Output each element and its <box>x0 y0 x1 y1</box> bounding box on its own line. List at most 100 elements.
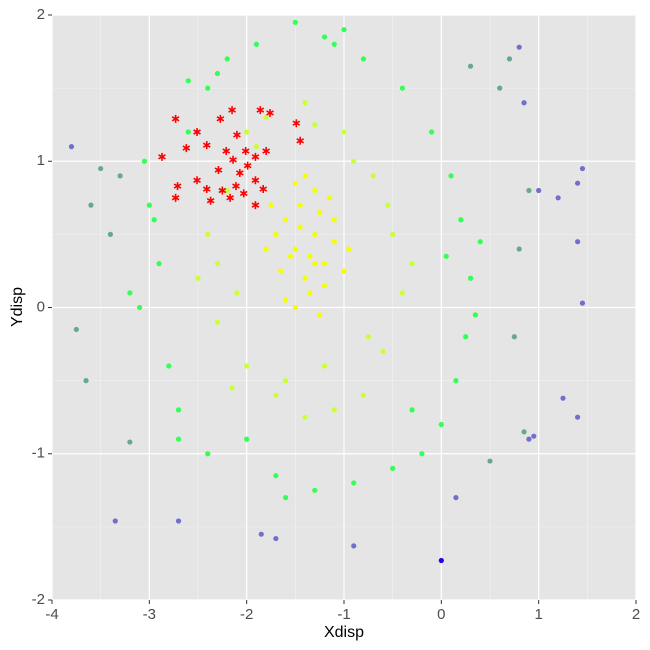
point <box>127 290 133 296</box>
point <box>302 414 308 420</box>
point <box>312 261 318 267</box>
point <box>487 458 493 464</box>
point <box>112 518 118 524</box>
star-point <box>233 130 241 139</box>
x-tick-label: 0 <box>437 606 445 623</box>
point <box>458 217 464 223</box>
point <box>302 275 308 281</box>
point <box>253 144 259 150</box>
point <box>312 487 318 493</box>
point <box>516 44 522 50</box>
point <box>117 173 123 179</box>
x-tick-label: -1 <box>337 606 350 623</box>
point <box>127 439 133 445</box>
point <box>477 239 483 245</box>
point <box>321 34 328 40</box>
point <box>346 246 352 252</box>
point <box>224 56 230 62</box>
star-point <box>222 147 231 156</box>
point <box>453 378 459 384</box>
point <box>516 246 522 252</box>
point <box>297 224 303 230</box>
point <box>205 231 211 237</box>
star-point <box>214 166 223 175</box>
point <box>317 209 323 216</box>
point <box>321 261 328 267</box>
point <box>312 122 318 128</box>
point <box>229 385 235 391</box>
point <box>302 173 308 179</box>
point <box>321 363 328 369</box>
star-point <box>296 136 305 145</box>
point <box>185 78 191 84</box>
star-point <box>202 141 211 150</box>
x-tick-label: 2 <box>632 606 640 623</box>
star-point <box>256 106 265 115</box>
point <box>195 275 201 281</box>
point <box>292 246 298 252</box>
point <box>244 436 250 442</box>
point <box>273 231 279 237</box>
point <box>263 246 269 252</box>
point <box>244 129 250 135</box>
point <box>438 421 444 428</box>
star-point <box>251 201 260 210</box>
star-point <box>232 182 240 191</box>
point <box>137 304 143 311</box>
point <box>283 297 289 303</box>
x-tick-label: -3 <box>143 606 156 623</box>
point <box>453 495 459 501</box>
point <box>370 173 376 179</box>
point <box>555 195 561 201</box>
point <box>307 253 313 259</box>
star-point <box>243 161 252 170</box>
point <box>321 282 328 289</box>
point <box>297 202 303 208</box>
point <box>341 268 347 274</box>
point <box>258 531 264 537</box>
point <box>73 326 79 333</box>
star-point <box>171 114 180 123</box>
point <box>287 253 294 259</box>
point <box>283 378 289 384</box>
point <box>312 231 318 237</box>
point <box>579 165 586 172</box>
point <box>341 129 347 135</box>
point <box>351 480 357 486</box>
point <box>385 202 391 208</box>
star-point <box>202 185 211 194</box>
point <box>463 334 469 340</box>
point <box>175 518 182 524</box>
point <box>531 433 537 439</box>
star-point <box>173 182 182 191</box>
star-point <box>251 152 260 161</box>
point <box>575 180 581 186</box>
star-point <box>182 144 191 153</box>
point <box>526 436 532 442</box>
point <box>331 239 337 245</box>
point <box>185 129 191 135</box>
star-point <box>226 193 234 202</box>
x-tick-label: 1 <box>534 606 542 623</box>
point <box>575 239 581 245</box>
star-point <box>239 189 248 198</box>
star-point <box>259 185 268 194</box>
point <box>521 100 527 106</box>
point <box>409 407 415 413</box>
point <box>292 304 298 311</box>
point <box>278 268 284 274</box>
point <box>409 261 415 267</box>
point <box>88 202 94 208</box>
point <box>351 543 357 549</box>
x-tick-label: -2 <box>240 606 253 623</box>
star-point <box>158 152 166 161</box>
point <box>253 41 259 47</box>
point <box>380 348 386 354</box>
point <box>472 312 478 318</box>
point <box>175 407 182 413</box>
point <box>341 27 347 33</box>
point <box>273 473 279 479</box>
point <box>214 70 221 77</box>
point <box>536 187 542 194</box>
